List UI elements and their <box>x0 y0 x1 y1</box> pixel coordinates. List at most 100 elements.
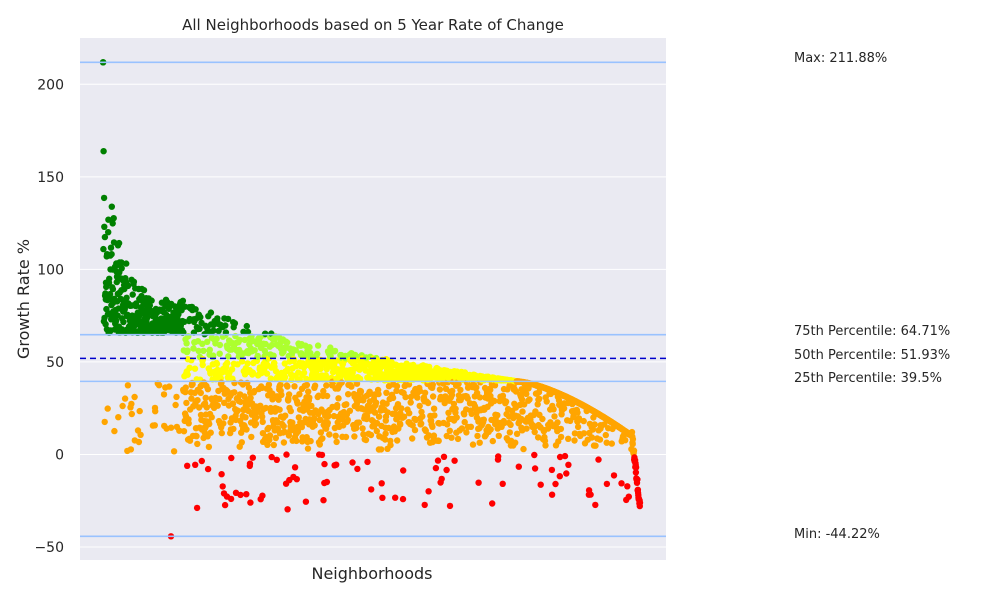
data-point <box>275 396 282 403</box>
data-point <box>475 479 482 486</box>
data-point <box>231 320 239 327</box>
data-point <box>302 498 310 505</box>
data-point <box>357 375 364 383</box>
data-point <box>464 395 471 402</box>
data-point <box>254 352 261 360</box>
data-point <box>101 223 108 230</box>
data-point <box>146 302 153 309</box>
annotation-min: Min: -44.22% <box>794 527 880 542</box>
data-point <box>501 419 508 427</box>
data-point <box>542 442 549 449</box>
data-point <box>565 461 572 468</box>
data-point <box>100 194 108 202</box>
data-point <box>636 499 644 506</box>
data-point <box>476 439 483 446</box>
data-point <box>242 414 249 421</box>
data-point <box>218 429 225 437</box>
data-point <box>552 480 559 488</box>
data-point <box>435 437 442 445</box>
data-point <box>603 480 611 488</box>
data-point <box>102 290 109 297</box>
data-point <box>189 381 196 388</box>
data-point <box>185 420 192 427</box>
data-point <box>446 427 453 434</box>
data-point <box>308 402 315 410</box>
y-tick-label: 100 <box>37 262 64 278</box>
data-point <box>557 425 565 433</box>
data-point <box>101 233 109 241</box>
data-point <box>251 347 258 354</box>
data-point <box>457 386 464 394</box>
data-point <box>499 480 506 487</box>
data-point <box>194 440 201 448</box>
data-point <box>183 399 190 407</box>
data-point <box>556 473 563 480</box>
data-point <box>111 427 118 435</box>
data-point <box>537 481 544 488</box>
data-point <box>316 416 324 423</box>
data-point <box>400 467 407 474</box>
data-point <box>398 405 405 412</box>
data-point <box>434 457 442 464</box>
data-point <box>109 285 117 293</box>
data-point <box>495 453 502 460</box>
data-point <box>294 428 302 435</box>
chart-title: All Neighborhoods based on 5 Year Rate o… <box>182 16 564 34</box>
data-point <box>248 433 255 441</box>
data-point <box>634 476 641 483</box>
data-point <box>338 379 345 386</box>
data-point <box>518 396 526 403</box>
data-point <box>192 461 199 468</box>
data-point <box>124 282 132 290</box>
data-point <box>592 501 599 509</box>
data-point <box>244 360 251 367</box>
data-point <box>383 389 390 396</box>
data-point <box>316 441 323 448</box>
data-point <box>419 413 426 420</box>
data-point <box>473 384 480 391</box>
data-point <box>128 410 135 418</box>
data-point <box>592 442 599 449</box>
data-point <box>238 439 245 446</box>
data-point <box>618 480 625 487</box>
data-point <box>199 356 207 363</box>
data-point <box>294 400 301 407</box>
data-point <box>590 414 597 421</box>
data-point <box>360 431 367 438</box>
data-point <box>284 365 291 373</box>
data-point <box>624 483 631 490</box>
data-point <box>105 216 112 223</box>
data-point <box>323 392 331 400</box>
data-point <box>244 328 252 336</box>
data-point <box>320 387 327 395</box>
data-point <box>442 393 449 400</box>
data-point <box>355 419 363 426</box>
data-point <box>554 419 561 426</box>
data-point <box>539 415 546 423</box>
data-point <box>207 370 214 377</box>
data-point <box>115 305 122 312</box>
data-point <box>480 416 487 423</box>
data-point <box>416 387 424 395</box>
data-point <box>115 414 122 421</box>
data-point <box>625 493 632 500</box>
data-point <box>221 501 229 509</box>
data-point <box>523 425 530 432</box>
data-point <box>166 383 173 390</box>
data-point <box>610 472 618 479</box>
data-point <box>295 414 302 421</box>
data-point <box>402 393 409 401</box>
data-point <box>314 350 321 358</box>
data-point <box>123 294 130 301</box>
data-point <box>237 491 244 499</box>
data-point <box>224 359 231 367</box>
data-point <box>243 491 250 498</box>
data-point <box>352 424 360 432</box>
data-point <box>269 396 276 403</box>
data-point <box>333 438 340 446</box>
data-point <box>354 465 361 473</box>
data-point <box>324 419 331 427</box>
data-point <box>416 402 423 410</box>
data-point <box>596 436 604 443</box>
data-point <box>344 416 351 424</box>
